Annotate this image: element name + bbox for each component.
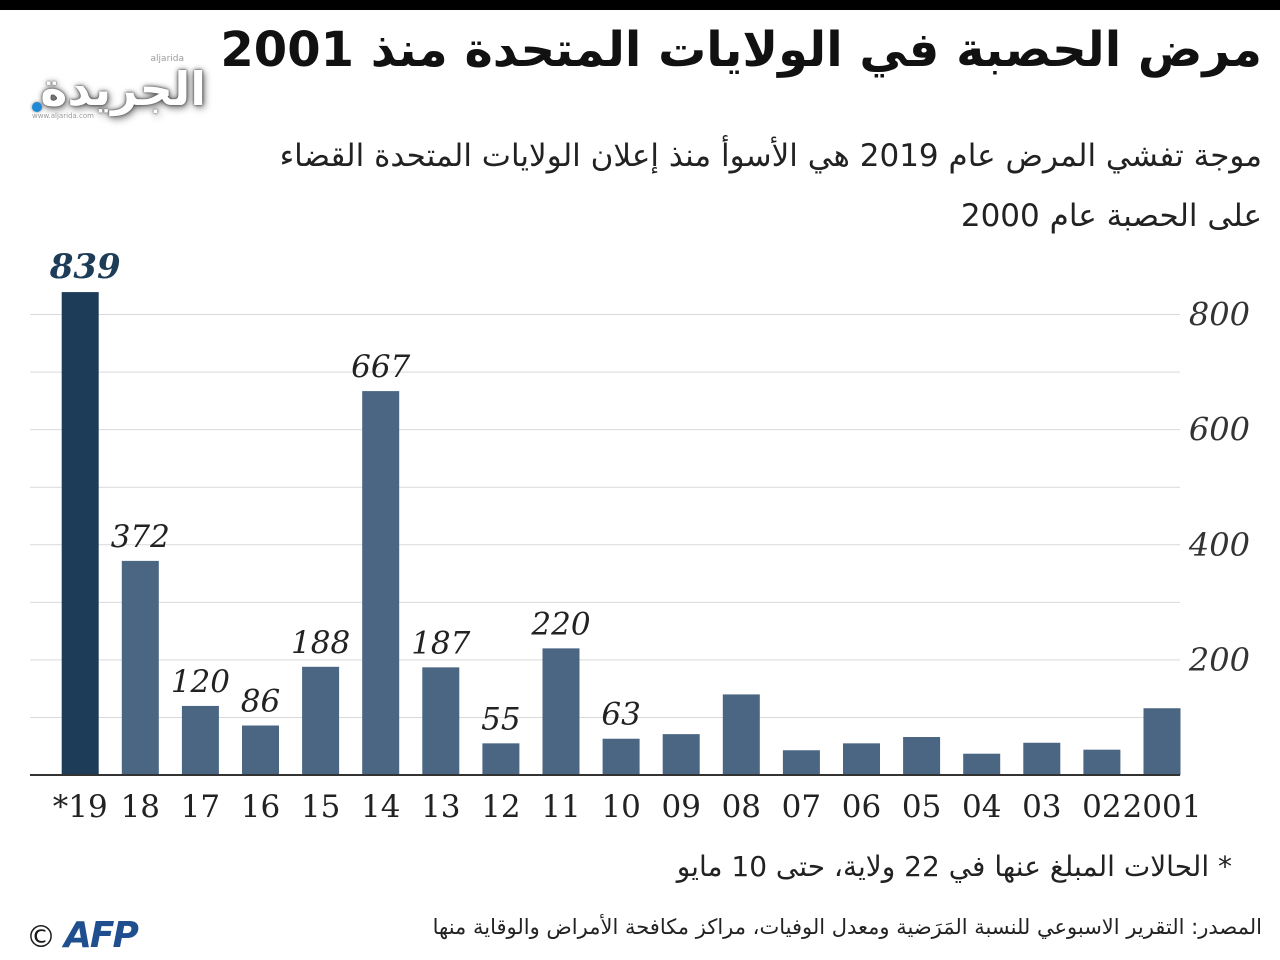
footnote: * الحالات المبلغ عنها في 22 ولاية، حتى 1…: [676, 850, 1232, 883]
bars: [61, 292, 1181, 775]
x-tick-label: 03: [1022, 789, 1061, 825]
data-label: 667: [351, 349, 410, 385]
data-label: 86: [241, 684, 280, 720]
bar: [782, 750, 820, 775]
x-tick-label: 17: [181, 789, 220, 825]
bar: [242, 725, 279, 775]
bar: [843, 743, 880, 775]
bar: [362, 391, 400, 775]
x-tick-label: 12: [481, 789, 520, 825]
bar: [1023, 742, 1061, 775]
x-tick-label: 06: [842, 789, 881, 825]
y-tick-label: 800: [1189, 296, 1250, 334]
data-labels: 63 220 55 187 667 188 86 120 372 839: [49, 247, 641, 737]
bar: [61, 292, 99, 775]
bar: [602, 738, 640, 775]
logo-url: www.aljarida.com: [32, 112, 94, 120]
y-tick-labels: 200 400 600 800: [1188, 296, 1250, 679]
x-tick-label: 05: [902, 789, 941, 825]
x-tick-label: 04: [962, 789, 1001, 825]
data-label: 839: [49, 247, 121, 287]
data-label: 372: [111, 519, 170, 555]
data-label: 187: [411, 625, 470, 661]
x-tick-label: *19: [53, 789, 108, 825]
bar: [963, 753, 1001, 775]
y-tick-label: 400: [1188, 526, 1250, 564]
bar: [181, 705, 219, 775]
x-tick-label: 18: [121, 789, 160, 825]
x-tick-label: 2001: [1123, 789, 1202, 825]
data-label: 220: [530, 606, 590, 642]
logo-dot: [32, 102, 42, 112]
source-note: المصدر: التقرير الاسبوعي للنسبة المَرَضي…: [432, 915, 1262, 939]
x-tick-label: 15: [301, 789, 340, 825]
bar: [542, 648, 580, 775]
data-label: 63: [601, 697, 640, 733]
bar: [662, 734, 700, 775]
x-tick-label: 11: [541, 789, 580, 825]
logo-text: الجريدة: [40, 62, 206, 116]
x-tick-label: 07: [782, 789, 821, 825]
x-tick-label: 16: [241, 789, 280, 825]
logo-latin-text: aljarida: [150, 54, 184, 64]
bar: [1143, 708, 1181, 775]
x-tick-label: 14: [361, 789, 400, 825]
bar: [1083, 749, 1121, 775]
y-tick-label: 600: [1189, 411, 1250, 449]
bar: [482, 743, 520, 775]
copyright-symbol: ©: [26, 920, 56, 955]
x-tick-label: 13: [421, 789, 460, 825]
x-tick-label: 08: [722, 789, 761, 825]
chart-subtitle: موجة تفشي المرض عام 2019 هي الأسوأ منذ إ…: [279, 138, 1262, 234]
data-label: 188: [291, 625, 350, 661]
top-bar: [0, 0, 1280, 10]
chart-title: مرض الحصبة في الولايات المتحدة منذ 2001: [220, 22, 1262, 78]
x-tick-label: 02: [1082, 789, 1121, 825]
x-tick-label: 09: [661, 789, 700, 825]
x-tick-label: 10: [601, 789, 640, 825]
data-label: 120: [171, 664, 230, 700]
bar: [422, 667, 460, 775]
gridlines: [30, 314, 1180, 718]
bar: [302, 666, 340, 775]
aljarida-logo: aljarida الجريدة www.aljarida.com: [28, 54, 214, 124]
bar: [903, 737, 941, 775]
y-tick-label: 200: [1188, 641, 1250, 679]
afp-logo: AFP: [64, 915, 139, 956]
bar: [722, 694, 760, 775]
bar: [121, 560, 159, 775]
data-label: 55: [481, 701, 520, 737]
